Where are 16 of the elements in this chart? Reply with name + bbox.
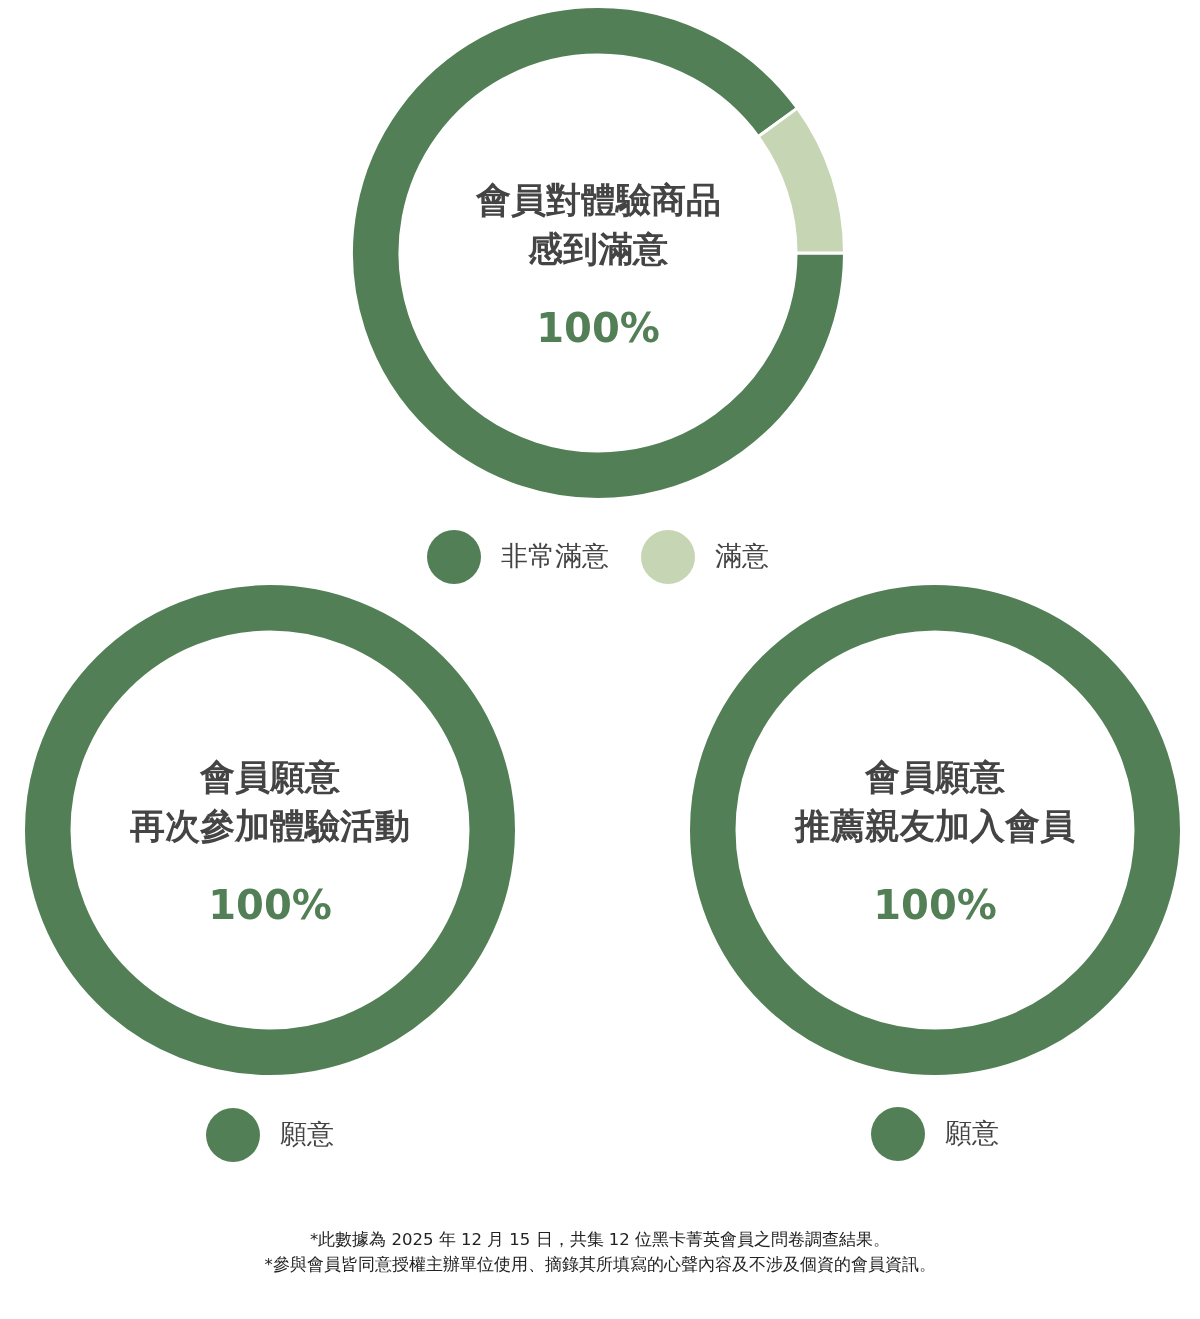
text: 100% [873, 882, 997, 928]
text: *此數據為 2025 年 12 月 15 日，共集 12 位黑卡菁英會員之問卷調查結果。 [309, 1230, 891, 1249]
text: 100% [208, 882, 332, 928]
legend-label: 非常滿意 [501, 540, 609, 571]
text: 感到滿意 [527, 229, 668, 269]
legend-label: 滿意 [715, 540, 769, 571]
text: 會員願意 [864, 757, 1005, 797]
legend-label: 願意 [945, 1117, 999, 1148]
text: 100% [536, 305, 660, 351]
text: *參與會員皆同意授權主辦單位使用、摘錄其所填寫的心聲內容及不涉及個資的會員資訊。 [264, 1255, 936, 1274]
legend-label: 願意 [280, 1118, 334, 1149]
donut-slice [350, 5, 846, 501]
text: 推薦親友加入會員 [794, 806, 1075, 846]
text: 再次參加體驗活動 [129, 806, 410, 846]
text: 會員願意 [199, 757, 340, 797]
text: 會員對體驗商品 [474, 180, 721, 220]
